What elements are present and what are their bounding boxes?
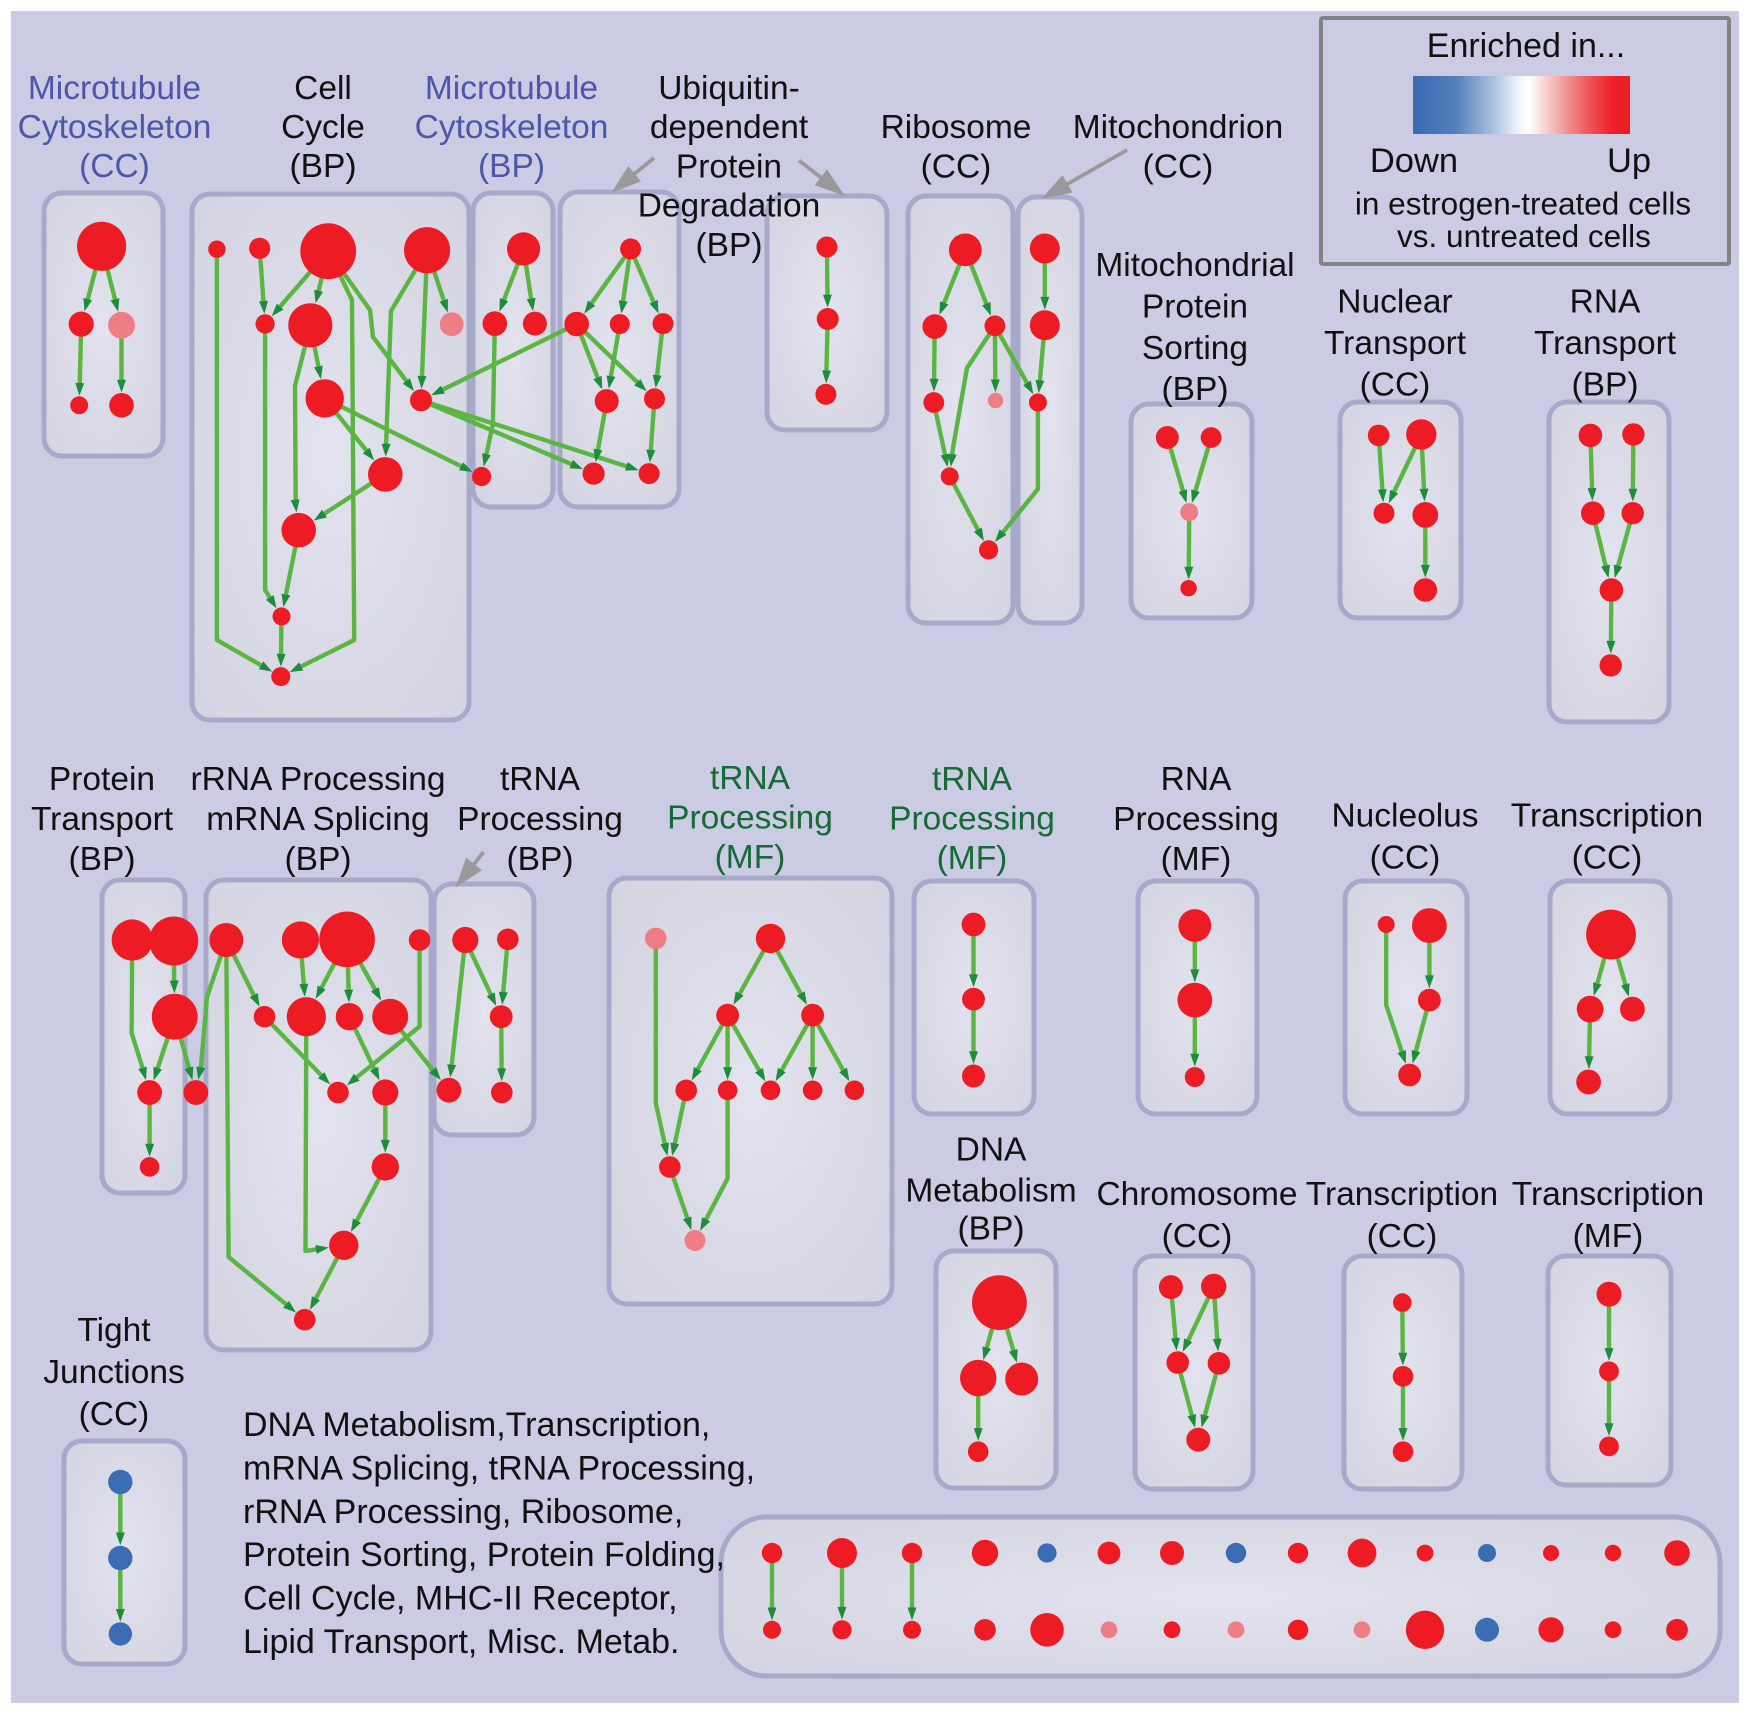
svg-text:Transport: Transport (31, 801, 174, 838)
svg-text:Mitochondrion: Mitochondrion (1073, 109, 1283, 146)
svg-text:(BP): (BP) (958, 1211, 1025, 1248)
svg-text:Transport: Transport (1534, 325, 1677, 362)
svg-text:Ubiquitin-: Ubiquitin- (658, 70, 800, 107)
svg-text:Transcription: Transcription (1512, 1176, 1704, 1213)
svg-text:Cytoskeleton: Cytoskeleton (18, 109, 212, 146)
svg-text:Microtubule: Microtubule (425, 70, 598, 107)
svg-text:(BP): (BP) (1572, 366, 1639, 403)
svg-text:DNA Metabolism,Transcription,: DNA Metabolism,Transcription, (243, 1406, 710, 1444)
svg-text:Ribosome: Ribosome (881, 109, 1032, 146)
svg-text:Cytoskeleton: Cytoskeleton (415, 109, 609, 146)
svg-text:mRNA Splicing, tRNA Processing: mRNA Splicing, tRNA Processing, (243, 1449, 755, 1487)
svg-text:Degradation: Degradation (638, 188, 821, 225)
svg-text:(CC): (CC) (1143, 148, 1214, 185)
svg-text:Protein: Protein (49, 761, 155, 798)
svg-text:Processing: Processing (457, 801, 623, 838)
svg-text:Microtubule: Microtubule (28, 70, 201, 107)
svg-text:rRNA Processing, Ribosome,: rRNA Processing, Ribosome, (243, 1493, 683, 1531)
svg-text:(BP): (BP) (478, 148, 545, 185)
svg-text:Processing: Processing (1113, 801, 1279, 838)
svg-text:RNA: RNA (1570, 283, 1641, 320)
svg-text:Processing: Processing (889, 801, 1055, 838)
svg-text:Transcription: Transcription (1306, 1176, 1498, 1213)
svg-text:(BP): (BP) (69, 841, 136, 878)
svg-text:Cell Cycle, MHC-II Receptor,: Cell Cycle, MHC-II Receptor, (243, 1580, 678, 1618)
svg-text:(BP): (BP) (285, 841, 352, 878)
svg-text:(CC): (CC) (921, 148, 992, 185)
svg-text:(MF): (MF) (1161, 841, 1232, 878)
svg-text:vs. untreated cells: vs. untreated cells (1397, 218, 1651, 254)
svg-text:Junctions: Junctions (43, 1354, 185, 1391)
svg-text:Cell: Cell (294, 70, 352, 107)
svg-text:Down: Down (1370, 142, 1458, 180)
svg-text:tRNA: tRNA (932, 761, 1013, 798)
svg-text:DNA: DNA (956, 1132, 1027, 1169)
svg-text:tRNA: tRNA (710, 760, 791, 797)
svg-text:(CC): (CC) (1367, 1218, 1438, 1255)
svg-text:(BP): (BP) (507, 841, 574, 878)
svg-text:RNA: RNA (1161, 761, 1232, 798)
svg-text:in estrogen-treated cells: in estrogen-treated cells (1355, 186, 1691, 222)
svg-text:mRNA Splicing: mRNA Splicing (206, 801, 429, 838)
svg-text:(MF): (MF) (937, 840, 1008, 877)
svg-text:Enriched in...: Enriched in... (1427, 27, 1625, 65)
svg-text:Protein: Protein (676, 148, 782, 185)
svg-text:(CC): (CC) (1370, 839, 1441, 876)
svg-text:(CC): (CC) (79, 148, 150, 185)
svg-text:Sorting: Sorting (1142, 330, 1248, 367)
svg-text:Protein: Protein (1142, 288, 1248, 325)
svg-text:(BP): (BP) (290, 148, 357, 185)
svg-text:(BP): (BP) (1162, 371, 1229, 408)
svg-text:Nuclear: Nuclear (1337, 283, 1452, 320)
svg-text:Up: Up (1607, 142, 1651, 180)
svg-text:Tight: Tight (77, 1312, 151, 1349)
svg-text:rRNA Processing: rRNA Processing (190, 761, 445, 798)
svg-text:Processing: Processing (667, 800, 833, 837)
svg-text:Lipid Transport, Misc. Metab.: Lipid Transport, Misc. Metab. (243, 1623, 680, 1661)
svg-text:Metabolism: Metabolism (905, 1173, 1076, 1210)
svg-text:(CC): (CC) (1572, 839, 1643, 876)
svg-text:(MF): (MF) (1573, 1218, 1644, 1255)
svg-text:(CC): (CC) (1162, 1218, 1233, 1255)
svg-text:Transport: Transport (1324, 325, 1467, 362)
svg-text:Chromosome: Chromosome (1096, 1176, 1297, 1213)
svg-text:Protein Sorting, Protein Foldi: Protein Sorting, Protein Folding, (243, 1536, 725, 1574)
svg-text:(CC): (CC) (1360, 366, 1431, 403)
svg-text:(MF): (MF) (715, 839, 786, 876)
svg-text:(BP): (BP) (696, 227, 763, 264)
svg-text:Mitochondrial: Mitochondrial (1095, 247, 1294, 284)
svg-text:Cycle: Cycle (281, 109, 365, 146)
svg-text:dependent: dependent (650, 109, 809, 146)
svg-text:Nucleolus: Nucleolus (1331, 797, 1478, 834)
svg-text:tRNA: tRNA (500, 761, 581, 798)
svg-text:Transcription: Transcription (1511, 797, 1703, 834)
svg-text:(CC): (CC) (79, 1396, 150, 1433)
